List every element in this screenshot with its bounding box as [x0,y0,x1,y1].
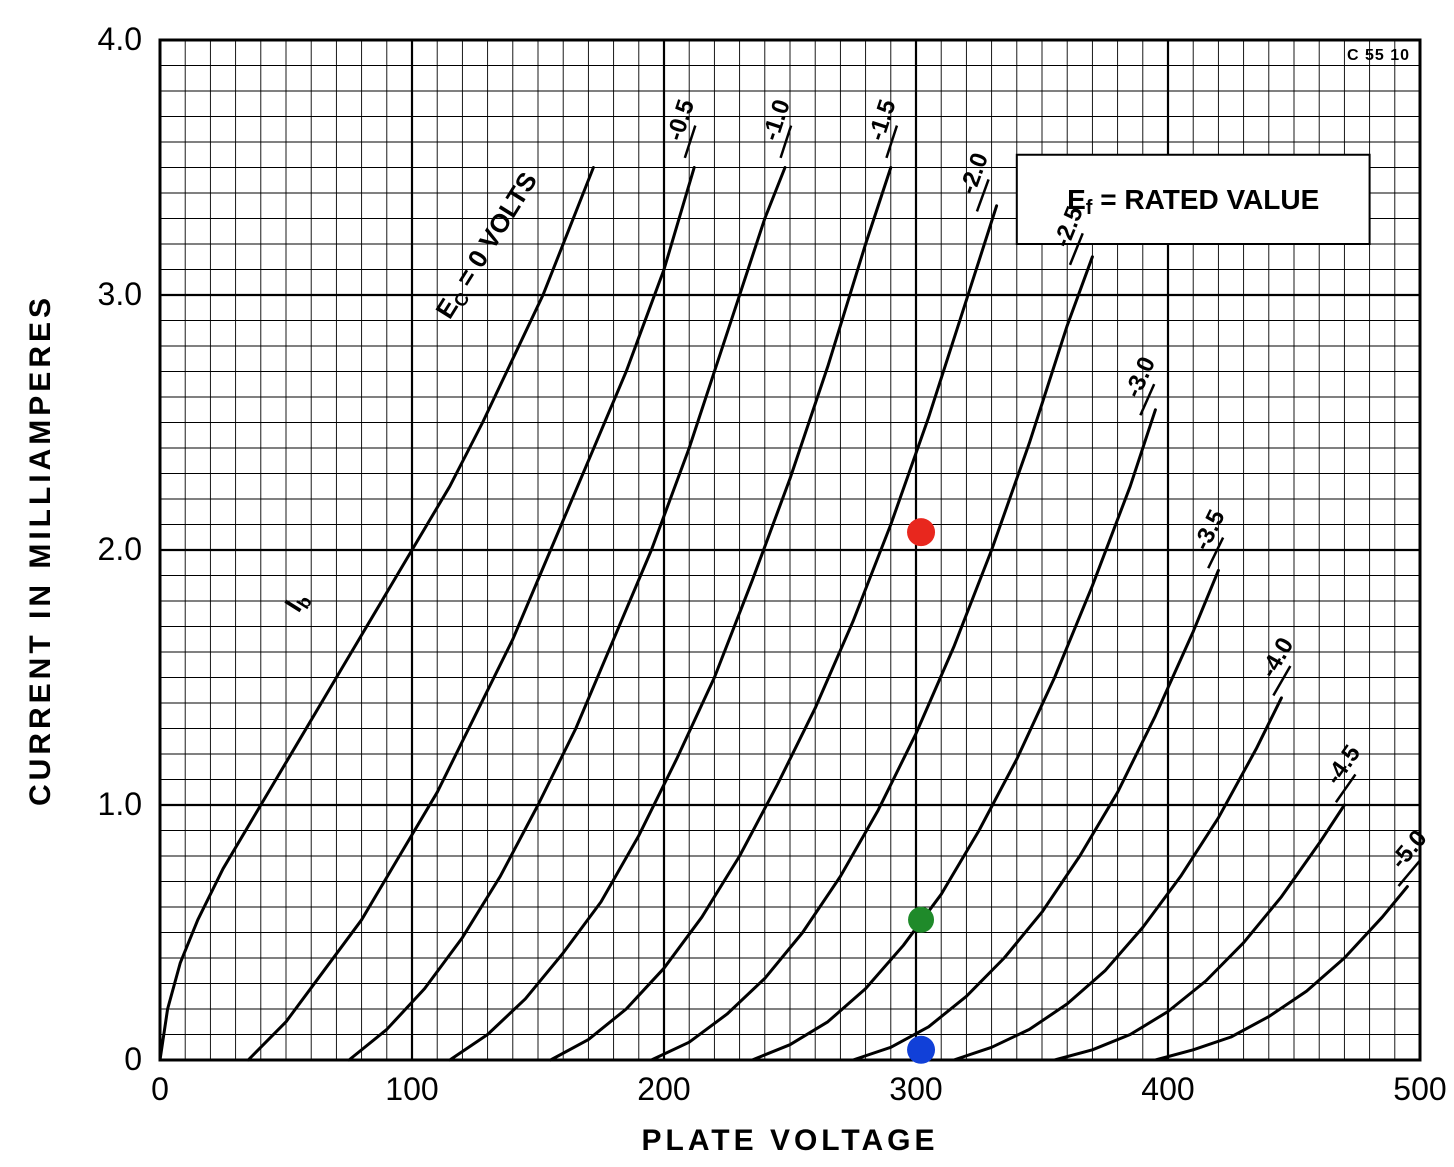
plate-characteristics-chart: Ef = RATED VALUEC 55 10-0.5-1.0-1.5-2.0-… [0,0,1454,1167]
x-axis-label: PLATE VOLTAGE [642,1124,939,1157]
x-tick-0: 0 [151,1071,169,1107]
corner-code: C 55 10 [1347,47,1410,64]
legend-text: Ef = RATED VALUE [1067,184,1319,219]
x-tick-300: 300 [889,1071,942,1107]
y-tick-0: 0 [124,1041,142,1077]
x-tick-100: 100 [385,1071,438,1107]
y-tick-3: 3.0 [98,276,142,312]
y-tick-4: 4.0 [98,21,142,57]
x-tick-400: 400 [1141,1071,1194,1107]
y-tick-2: 2.0 [98,531,142,567]
red-point [907,518,935,546]
green-point [908,907,934,933]
y-axis-label: CURRENT IN MILLIAMPERES [24,294,57,806]
x-tick-200: 200 [637,1071,690,1107]
x-tick-500: 500 [1393,1071,1446,1107]
y-tick-1: 1.0 [98,786,142,822]
blue-point [907,1036,935,1064]
